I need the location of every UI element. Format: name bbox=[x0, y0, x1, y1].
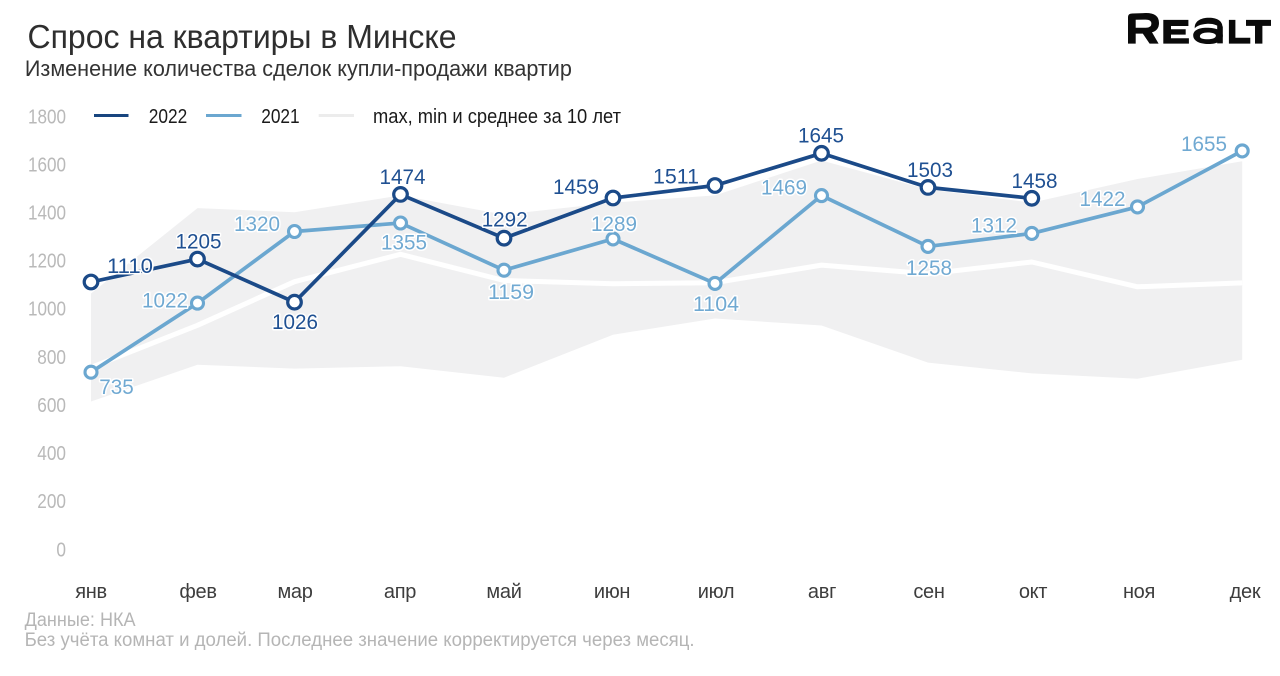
svg-text:1503: 1503 bbox=[907, 159, 953, 182]
svg-text:май: май bbox=[486, 581, 521, 603]
svg-text:фев: фев bbox=[179, 581, 216, 603]
svg-text:200: 200 bbox=[37, 491, 66, 513]
svg-text:1312: 1312 bbox=[971, 215, 1017, 238]
svg-text:1159: 1159 bbox=[488, 281, 534, 304]
svg-text:1600: 1600 bbox=[28, 154, 66, 176]
svg-text:1292: 1292 bbox=[482, 209, 528, 232]
svg-text:1458: 1458 bbox=[1012, 170, 1058, 193]
svg-text:max, min и среднее за 10 лет: max, min и среднее за 10 лет bbox=[373, 106, 621, 128]
svg-text:авг: авг bbox=[808, 581, 836, 603]
svg-text:1511: 1511 bbox=[653, 166, 699, 189]
svg-text:1459: 1459 bbox=[553, 176, 599, 199]
svg-text:1655: 1655 bbox=[1181, 133, 1227, 156]
svg-text:2022: 2022 bbox=[149, 106, 188, 128]
svg-text:1474: 1474 bbox=[380, 166, 426, 189]
svg-text:1022: 1022 bbox=[142, 290, 188, 313]
svg-text:1320: 1320 bbox=[234, 213, 280, 236]
svg-text:июл: июл bbox=[698, 581, 735, 603]
svg-text:Спрос на квартиры в Минске: Спрос на квартиры в Минске bbox=[28, 18, 457, 55]
svg-text:1800: 1800 bbox=[28, 106, 66, 128]
svg-text:дек: дек bbox=[1230, 581, 1261, 603]
svg-text:1400: 1400 bbox=[28, 203, 66, 225]
svg-text:1645: 1645 bbox=[798, 125, 844, 148]
svg-text:400: 400 bbox=[37, 443, 66, 465]
svg-text:1258: 1258 bbox=[906, 257, 952, 280]
svg-text:1355: 1355 bbox=[381, 232, 427, 255]
svg-text:мар: мар bbox=[277, 581, 312, 603]
svg-text:сен: сен bbox=[913, 581, 944, 603]
svg-text:1104: 1104 bbox=[693, 293, 739, 316]
svg-text:1200: 1200 bbox=[28, 251, 66, 273]
svg-text:июн: июн bbox=[594, 581, 630, 603]
svg-text:1289: 1289 bbox=[591, 213, 637, 236]
svg-text:Без учёта комнат и долей. Посл: Без учёта комнат и долей. Последнее знач… bbox=[25, 630, 695, 651]
svg-text:Изменение количества сделок ку: Изменение количества сделок купли-продаж… bbox=[25, 56, 572, 81]
svg-text:окт: окт bbox=[1019, 581, 1047, 603]
svg-text:янв: янв bbox=[75, 581, 107, 603]
svg-text:735: 735 bbox=[99, 376, 134, 399]
svg-text:1469: 1469 bbox=[761, 177, 807, 200]
svg-text:600: 600 bbox=[37, 395, 66, 417]
svg-text:1205: 1205 bbox=[176, 231, 222, 254]
svg-text:1110: 1110 bbox=[107, 255, 153, 278]
svg-text:1026: 1026 bbox=[272, 311, 318, 334]
svg-text:0: 0 bbox=[56, 539, 66, 561]
svg-text:Данные: НКА: Данные: НКА bbox=[25, 610, 136, 631]
svg-text:1000: 1000 bbox=[28, 299, 66, 321]
svg-text:апр: апр bbox=[384, 581, 416, 603]
svg-text:1422: 1422 bbox=[1080, 188, 1126, 211]
svg-text:ноя: ноя bbox=[1123, 581, 1155, 603]
svg-text:2021: 2021 bbox=[261, 106, 300, 128]
svg-text:800: 800 bbox=[37, 347, 66, 369]
